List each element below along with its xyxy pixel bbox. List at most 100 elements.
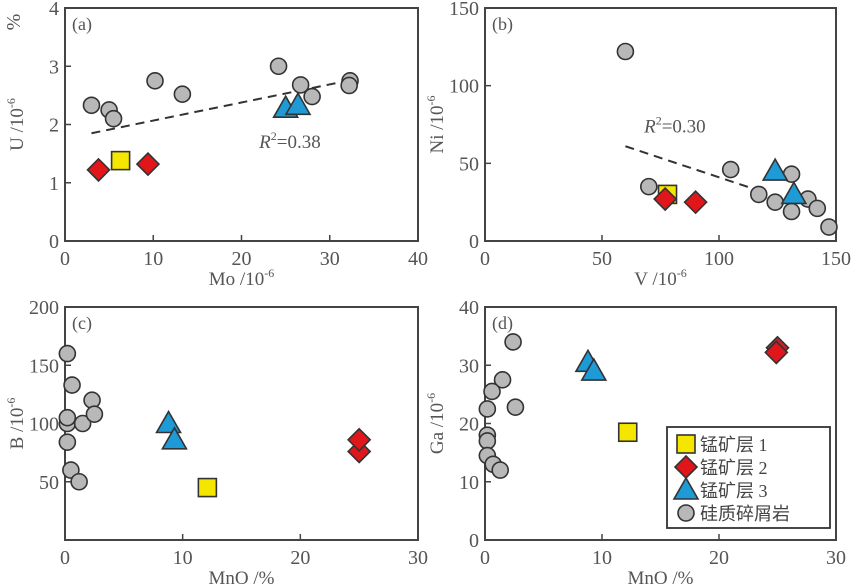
circle-marker [70,472,88,491]
corner-label: % [3,14,25,31]
legend-label: 锰矿层 1 [700,435,768,455]
diamond-marker [653,186,678,212]
x-tick-label: 10 [143,248,163,270]
circle-marker [291,76,310,94]
x-label-text: MnO /% [209,568,275,588]
panel-label: (b) [492,14,513,35]
triangle-marker [284,91,312,116]
circle-marker [104,109,123,128]
y-tick-label: 4 [49,0,59,20]
y-tick-label: 40 [459,297,479,319]
circle-marker [63,376,81,394]
triangle-marker [761,157,789,181]
x-tick-label: 40 [408,248,428,270]
y-tick-label: 3 [49,56,59,78]
diamond-marker [683,190,708,215]
circle-marker [504,333,522,351]
y-tick-label: 0 [49,231,59,253]
diamond-marker [764,340,789,365]
circle-marker [478,432,497,450]
triangle-marker [155,409,182,434]
y-tick-label: 100 [29,414,59,436]
circle-marker [808,199,827,218]
y-tick-label: 0 [469,231,479,253]
square-marker [617,422,638,443]
y-label-sup: -6 [424,95,438,105]
y-axis-label: Ga /10-6 [424,393,448,454]
legend-item: 锰矿层 3 [672,476,768,501]
x-tick-label: 0 [60,547,70,569]
plot-frame [484,7,837,242]
legend-item: 锰矿层 1 [676,434,768,455]
x-tick-label: 150 [821,248,851,270]
circle-marker [820,218,838,236]
x-tick-label: 10 [173,547,193,569]
y-label-text: Ga /10 [427,403,448,454]
x-axis-label: Mo /10-6 [209,266,274,290]
y-tick-label: 10 [459,472,479,494]
y-axis-label: B /10-6 [4,398,28,450]
y-axis-label: Ni /10-6 [424,95,448,153]
circle-marker [766,193,784,211]
circle-marker [721,160,740,179]
panel-label: (c) [72,313,92,334]
circle-marker [58,433,77,451]
circle-marker [146,72,164,90]
square-marker [676,434,696,454]
x-axis-label: MnO /% [209,568,275,588]
diamond-marker [86,157,111,183]
x-axis-label: MnO /% [628,568,694,588]
y-label-sup: -6 [4,98,18,108]
triangle-marker [780,180,808,205]
x-label-text: MnO /% [628,568,694,588]
y-label-text: B /10 [7,408,28,450]
x-tick-label: 30 [826,547,846,569]
x-tick-label: 30 [408,547,428,569]
circle-marker [506,398,525,416]
diamond-marker [347,427,372,452]
r-sup: 2 [271,129,277,143]
x-label-text: Mo /10 [209,269,264,290]
x-tick-label: 10 [592,547,612,569]
x-tick-label: 20 [709,547,729,569]
circle-marker [491,461,510,479]
legend-item: 硅质碎屑岩 [677,504,790,524]
x-tick-label: 100 [704,248,734,270]
trendline [625,145,757,191]
r-letter: R [258,132,271,153]
circle-marker [749,185,768,204]
y-tick-label: 30 [459,355,479,377]
r-squared-label: R2=0.38 [258,129,321,153]
panel-d: 0 10 20 30 0 10 20 30 40 MnO /% Ga /10-6 (d) [424,297,846,588]
plot-frame [64,306,419,541]
x-label-sup: -6 [677,266,687,280]
x-label-text: V /10 [634,269,676,290]
x-tick-label: 20 [290,547,310,569]
panel-c: 0 10 20 30 50 100 150 200 MnO /% B /10-6 (c) [4,297,428,588]
circle-marker [85,405,104,423]
legend-label: 硅质碎屑岩 [700,504,790,524]
y-axis-label: U /10-6 [4,98,28,151]
y-tick-label: 20 [459,414,479,436]
x-tick-label: 0 [480,248,490,270]
circle-marker [58,408,77,427]
y-tick-label: 0 [469,530,479,552]
circle-marker [483,382,501,401]
panel-label: (a) [72,14,92,35]
r-value: =0.38 [277,132,321,153]
circle-marker [303,87,321,106]
square-marker [110,150,131,171]
y-label-sup: -6 [424,393,438,403]
circle-marker [173,85,192,104]
x-tick-label: 0 [480,547,490,569]
circle-marker [73,414,92,433]
legend-label: 锰矿层 2 [700,458,768,478]
y-label-text: U /10 [7,108,28,151]
circle-marker [269,57,288,76]
x-tick-label: 50 [592,248,612,270]
x-tick-label: 30 [320,248,340,270]
x-tick-label: 0 [60,248,70,270]
